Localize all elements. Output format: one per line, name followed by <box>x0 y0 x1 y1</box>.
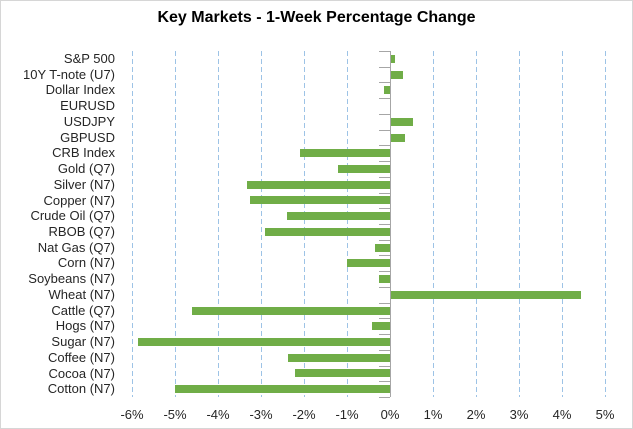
category-label: CRB Index <box>52 145 115 161</box>
category-tick <box>379 98 390 100</box>
category-tick <box>379 255 390 257</box>
gridline <box>175 51 176 397</box>
category-label: Dollar Index <box>45 82 115 98</box>
category-tick <box>379 286 390 288</box>
category-tick <box>379 334 390 336</box>
bar-soybeans-n7 <box>379 275 390 284</box>
category-label: Cotton (N7) <box>47 381 115 397</box>
x-tick-label: 1% <box>423 407 443 422</box>
category-tick <box>379 66 390 68</box>
bar-cotton-n7 <box>175 385 390 394</box>
bar-gold-q7 <box>338 164 390 173</box>
category-label: EURUSD <box>60 98 115 114</box>
gridline <box>562 51 563 397</box>
category-label: S&P 500 <box>63 51 115 66</box>
gridline <box>132 51 133 397</box>
category-label: Wheat (N7) <box>48 286 115 302</box>
x-tick-label: 3% <box>509 407 529 422</box>
x-tick-label: 4% <box>552 407 572 422</box>
gridline <box>347 51 348 397</box>
category-tick <box>379 208 390 210</box>
category-tick <box>379 365 390 367</box>
gridline <box>261 51 262 397</box>
category-tick <box>379 349 390 351</box>
category-label: Hogs (N7) <box>55 318 115 334</box>
category-tick <box>379 302 390 304</box>
bar-s-p-500 <box>391 54 396 63</box>
category-tick <box>379 113 390 115</box>
category-label: Corn (N7) <box>57 255 115 271</box>
category-tick <box>379 129 390 131</box>
category-tick <box>379 381 390 383</box>
category-tick <box>379 318 390 320</box>
category-label: Gold (Q7) <box>57 161 115 177</box>
category-label: USDJPY <box>63 113 115 129</box>
bar-crb-index <box>299 149 390 158</box>
bar-coffee-n7 <box>288 353 390 362</box>
category-label: Crude Oil (Q7) <box>30 208 115 224</box>
category-label: RBOB (Q7) <box>48 224 115 239</box>
category-tick <box>379 224 390 225</box>
category-label: 10Y T-note (U7) <box>22 66 115 82</box>
category-tick <box>379 82 390 84</box>
chart-title: Key Markets - 1-Week Percentage Change <box>157 9 476 26</box>
x-tick-label: -5% <box>163 407 187 422</box>
x-tick-label: -6% <box>120 407 144 422</box>
category-tick <box>379 239 390 241</box>
value-axis <box>390 51 391 397</box>
x-tick-label: -4% <box>206 407 230 422</box>
gridline <box>433 51 434 397</box>
gridline <box>605 51 606 397</box>
category-label: Cattle (Q7) <box>51 302 115 318</box>
x-tick-label: -3% <box>249 407 273 422</box>
x-tick-label: 5% <box>595 407 615 422</box>
bar-wheat-n7 <box>391 290 582 299</box>
bar-dollar-index <box>384 86 390 95</box>
bar-gbpusd <box>391 133 406 142</box>
category-tick <box>379 145 390 147</box>
category-label: Sugar (N7) <box>51 334 115 350</box>
category-label: Soybeans (N7) <box>28 271 115 287</box>
category-label: Nat Gas (Q7) <box>37 239 115 255</box>
gridline <box>476 51 477 397</box>
bar-cattle-q7 <box>192 306 390 315</box>
bar-10y-t-note-u7 <box>391 70 403 79</box>
x-tick-label: -2% <box>292 407 316 422</box>
bar-sugar-n7 <box>137 337 390 346</box>
bar-corn-n7 <box>347 259 390 268</box>
bar-usdjpy <box>391 117 413 126</box>
category-tick <box>379 271 390 273</box>
gridline <box>218 51 219 397</box>
category-label: Coffee (N7) <box>48 349 115 365</box>
x-tick-label: 2% <box>466 407 486 422</box>
category-tick <box>379 161 390 163</box>
category-tick <box>379 176 390 178</box>
category-tick <box>379 192 390 194</box>
bar-rbob-q7 <box>265 227 390 236</box>
x-tick-label: 0% <box>380 407 400 422</box>
category-label: Silver (N7) <box>53 176 115 192</box>
category-label: GBPUSD <box>60 129 115 145</box>
category-tick <box>379 51 390 52</box>
category-label: Copper (N7) <box>43 192 115 208</box>
bar-silver-n7 <box>246 180 390 189</box>
gridline <box>304 51 305 397</box>
bar-hogs-n7 <box>371 322 390 331</box>
category-label: Cocoa (N7) <box>48 365 115 381</box>
bar-copper-n7 <box>250 196 390 205</box>
bar-crude-oil-q7 <box>286 212 390 221</box>
bar-cocoa-n7 <box>294 369 390 378</box>
x-tick-label: -1% <box>335 407 359 422</box>
bar-nat-gas-q7 <box>374 243 390 252</box>
gridline <box>519 51 520 397</box>
category-tick <box>379 397 390 398</box>
